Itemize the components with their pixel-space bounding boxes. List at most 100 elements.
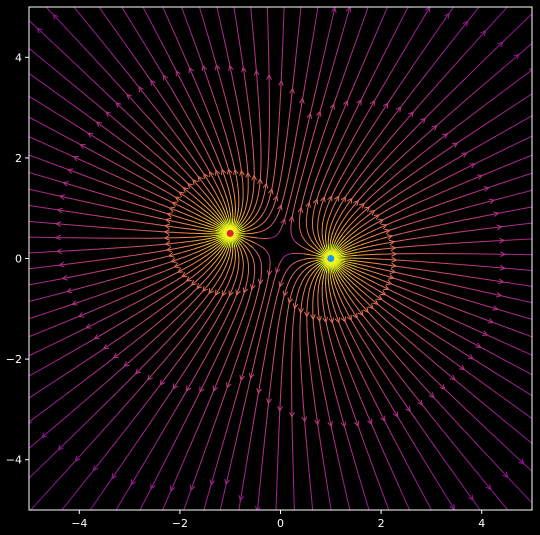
streamline-segment xyxy=(153,152,164,161)
streamline-segment xyxy=(77,449,86,459)
streamline-segment xyxy=(56,45,66,55)
streamline-segment xyxy=(134,333,145,343)
streamline-segment xyxy=(95,215,108,218)
streamline-segment xyxy=(337,366,343,379)
streamline-segment xyxy=(404,305,416,312)
streamline-segment xyxy=(317,259,329,268)
streamline-segment xyxy=(446,496,453,507)
streamline-segment xyxy=(379,443,386,456)
streamline-segment xyxy=(389,0,394,3)
streamline-segment xyxy=(321,272,326,285)
streamline-segment xyxy=(228,206,232,219)
streamline-segment xyxy=(124,341,135,350)
streamline-segment xyxy=(344,307,351,318)
streamline-segment xyxy=(219,235,229,246)
streamline-segment xyxy=(277,131,279,144)
streamline-segment xyxy=(436,448,444,460)
streamline-segment xyxy=(221,247,228,260)
streamline-segment xyxy=(286,197,291,210)
streamline-segment xyxy=(320,247,329,257)
streamline-segment xyxy=(181,217,193,222)
streamline-segment xyxy=(267,293,272,306)
streamline-segment xyxy=(503,194,516,199)
streamline-segment xyxy=(308,467,311,480)
streamline-segment xyxy=(393,246,406,249)
streamline-segment xyxy=(169,270,181,277)
streamline-segment xyxy=(317,222,319,235)
streamline-segment xyxy=(434,378,443,387)
streamline-segment xyxy=(340,471,345,484)
streamline-segment xyxy=(114,0,120,5)
streamline-segment xyxy=(221,435,226,448)
streamline-segment xyxy=(397,330,408,340)
streamline-segment xyxy=(304,419,306,432)
streamline-segment xyxy=(150,440,158,452)
streamline-segment xyxy=(439,232,452,236)
streamline-segment xyxy=(162,310,173,320)
streamline-segment xyxy=(137,306,149,314)
streamline-segment xyxy=(369,335,378,346)
streamline-segment xyxy=(427,234,440,237)
streamline-segment xyxy=(341,241,353,249)
streamline-segment xyxy=(378,81,386,93)
streamline-segment xyxy=(245,254,249,267)
streamline-segment xyxy=(217,136,223,149)
streamline-segment xyxy=(227,303,234,315)
streamline-segment xyxy=(110,22,118,34)
streamline-segment xyxy=(34,435,45,444)
streamline-segment xyxy=(443,110,454,120)
streamline-segment xyxy=(499,416,510,425)
streamline-segment xyxy=(397,197,409,205)
streamline-segment xyxy=(404,499,411,510)
streamline-segment xyxy=(384,220,396,227)
streamline-segment xyxy=(465,13,475,24)
streamline-segment xyxy=(291,91,292,104)
streamline-segment xyxy=(429,331,441,339)
streamline-segment xyxy=(364,80,372,92)
streamline-segment xyxy=(358,300,367,310)
streamline-segment xyxy=(308,193,313,205)
streamline-segment xyxy=(384,454,391,467)
streamline-segment xyxy=(472,439,482,450)
streamline-segment xyxy=(254,178,255,190)
streamline-segment xyxy=(536,85,540,92)
streamline-segment xyxy=(214,459,219,471)
streamline-segment xyxy=(338,237,349,247)
streamline-segment xyxy=(248,105,251,118)
streamline-segment xyxy=(119,177,131,184)
streamline-segment xyxy=(291,207,295,220)
streamline-segment xyxy=(132,25,141,37)
streamline-segment xyxy=(509,176,521,182)
streamline-segment xyxy=(334,354,339,367)
streamline-segment xyxy=(361,375,368,387)
streamline-segment xyxy=(218,366,225,378)
streamline-segment xyxy=(47,161,60,167)
streamline-segment xyxy=(199,9,205,22)
streamline-segment xyxy=(316,352,320,365)
streamline-segment xyxy=(199,56,205,69)
streamline-segment xyxy=(197,324,205,335)
streamline-segment xyxy=(493,91,504,100)
streamline-segment xyxy=(241,242,251,253)
streamline-segment xyxy=(406,338,417,348)
streamline-segment xyxy=(87,51,97,61)
streamline-segment xyxy=(486,518,490,524)
streamline-segment xyxy=(222,90,227,103)
streamline-segment xyxy=(269,260,270,273)
streamline-segment xyxy=(274,155,277,168)
streamline-segment xyxy=(226,102,231,115)
streamline-segment xyxy=(344,264,356,271)
streamline-segment xyxy=(467,339,479,346)
streamline-segment xyxy=(147,416,155,427)
streamline-segment xyxy=(42,59,53,68)
streamline-segment xyxy=(240,290,246,303)
streamline-segment xyxy=(239,210,246,223)
streamline-segment xyxy=(256,237,270,239)
streamline-segment xyxy=(255,60,257,73)
streamline-segment xyxy=(273,167,276,180)
streamline-segment xyxy=(210,303,218,315)
streamline-segment xyxy=(44,380,56,388)
streamline-segment xyxy=(457,180,470,187)
streamline-segment xyxy=(175,36,182,48)
streamline-segment xyxy=(193,367,201,379)
